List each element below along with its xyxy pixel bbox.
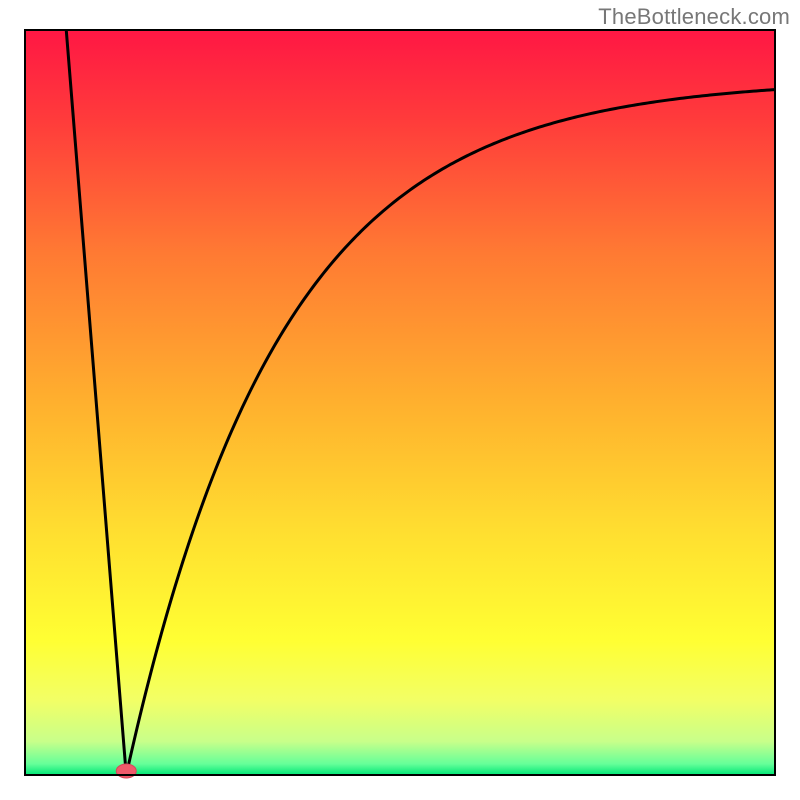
watermark-text: TheBottleneck.com [598, 4, 790, 30]
gradient-background [25, 30, 775, 775]
chart-stage: TheBottleneck.com [0, 0, 800, 800]
bottleneck-chart [0, 0, 800, 800]
